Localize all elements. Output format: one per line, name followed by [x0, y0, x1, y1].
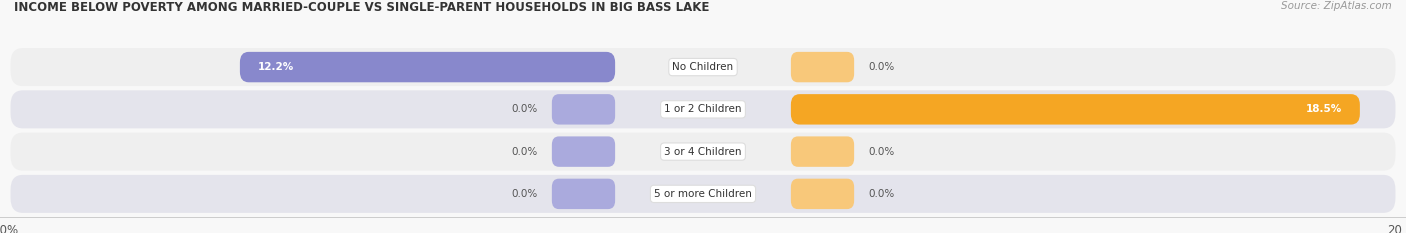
- Text: 3 or 4 Children: 3 or 4 Children: [664, 147, 742, 157]
- FancyBboxPatch shape: [790, 52, 855, 82]
- FancyBboxPatch shape: [551, 94, 616, 125]
- Text: 0.0%: 0.0%: [869, 62, 894, 72]
- FancyBboxPatch shape: [551, 179, 616, 209]
- Text: 0.0%: 0.0%: [512, 104, 537, 114]
- FancyBboxPatch shape: [551, 136, 616, 167]
- FancyBboxPatch shape: [11, 90, 1395, 128]
- Text: 0.0%: 0.0%: [869, 147, 894, 157]
- FancyBboxPatch shape: [11, 175, 1395, 213]
- FancyBboxPatch shape: [240, 52, 616, 82]
- Text: INCOME BELOW POVERTY AMONG MARRIED-COUPLE VS SINGLE-PARENT HOUSEHOLDS IN BIG BAS: INCOME BELOW POVERTY AMONG MARRIED-COUPL…: [14, 1, 710, 14]
- Text: 18.5%: 18.5%: [1306, 104, 1343, 114]
- FancyBboxPatch shape: [790, 94, 1360, 125]
- FancyBboxPatch shape: [790, 136, 855, 167]
- Text: 0.0%: 0.0%: [512, 189, 537, 199]
- Text: Source: ZipAtlas.com: Source: ZipAtlas.com: [1281, 1, 1392, 11]
- FancyBboxPatch shape: [790, 179, 855, 209]
- Text: 0.0%: 0.0%: [869, 189, 894, 199]
- Text: 1 or 2 Children: 1 or 2 Children: [664, 104, 742, 114]
- Text: 5 or more Children: 5 or more Children: [654, 189, 752, 199]
- FancyBboxPatch shape: [11, 133, 1395, 171]
- Text: No Children: No Children: [672, 62, 734, 72]
- FancyBboxPatch shape: [11, 48, 1395, 86]
- Text: 12.2%: 12.2%: [257, 62, 294, 72]
- Text: 0.0%: 0.0%: [512, 147, 537, 157]
